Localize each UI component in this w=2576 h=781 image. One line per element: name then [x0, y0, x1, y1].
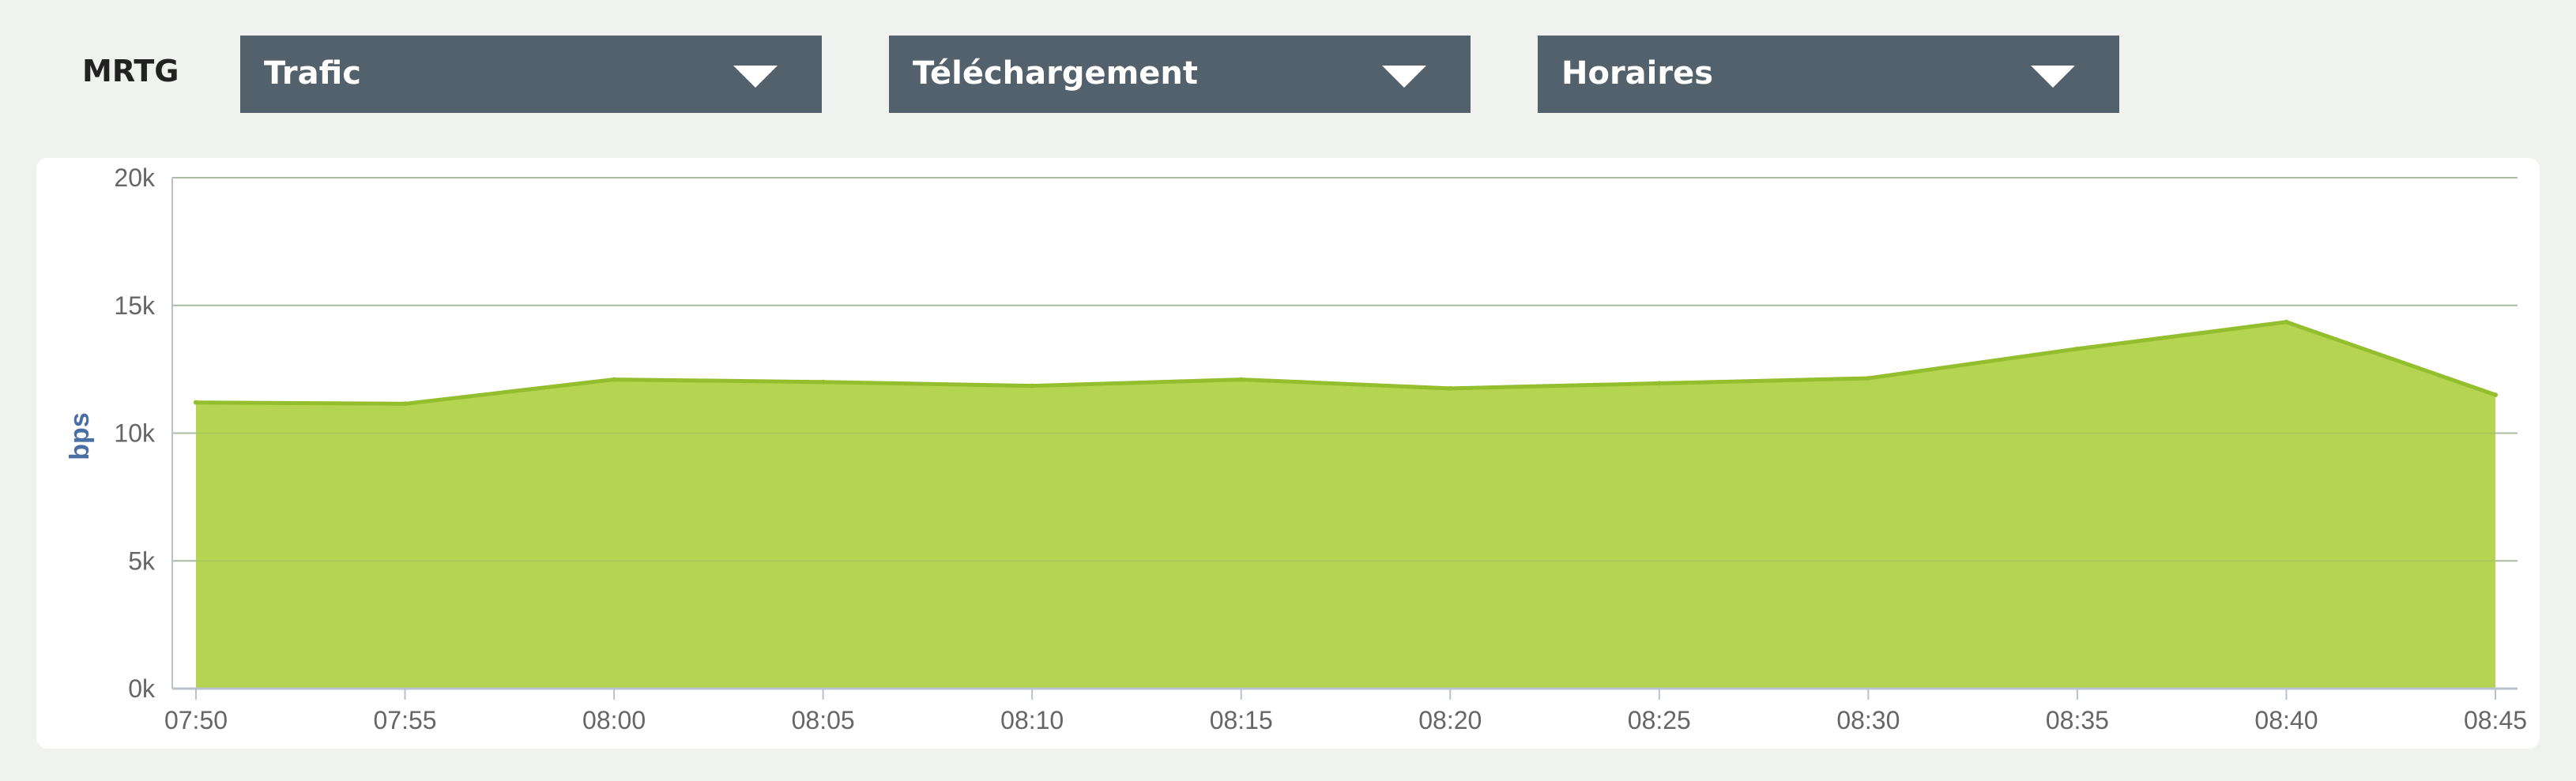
data-point: [820, 379, 826, 385]
data-point: [402, 401, 408, 407]
data-point: [1030, 383, 1035, 389]
x-tick-label: 08:40: [2254, 706, 2318, 734]
data-point: [1866, 375, 1871, 381]
y-tick-label: 10k: [114, 419, 156, 448]
traffic-chart: 0k 5k 10k 15k 20k 07:50 07:55 08:00 08:05 08:10 08…: [65, 163, 2527, 734]
data-point: [194, 400, 198, 405]
chevron-down-icon: [1382, 66, 1426, 88]
direction-dropdown[interactable]: Téléchargement: [889, 36, 1471, 113]
y-tick-label: 15k: [114, 291, 156, 320]
period-dropdown-label: Horaires: [1561, 55, 1714, 92]
x-tick-label: 08:25: [1628, 706, 1691, 734]
series-line: [195, 320, 2496, 406]
x-tick-label: 08:05: [792, 706, 855, 734]
x-tick-label: 08:45: [2464, 706, 2527, 734]
period-dropdown[interactable]: Horaires: [1538, 36, 2119, 113]
data-point: [2493, 392, 2498, 397]
data-point: [2284, 319, 2289, 325]
x-tick-label: 08:00: [582, 706, 646, 734]
x-tick-label: 08:20: [1418, 706, 1482, 734]
app-title: MRTG: [82, 54, 179, 88]
x-tick-label: 07:50: [164, 706, 228, 734]
direction-dropdown-label: Téléchargement: [913, 55, 1199, 92]
series-area: [196, 321, 2495, 689]
chevron-down-icon: [733, 66, 778, 88]
data-point: [1238, 377, 1244, 382]
metric-dropdown[interactable]: Trafic: [240, 36, 822, 113]
data-point: [2074, 346, 2080, 351]
toolbar: MRTG Trafic Téléchargement Horaires: [0, 0, 2576, 150]
y-tick-label: 20k: [114, 163, 156, 192]
chevron-down-icon: [2031, 66, 2075, 88]
metric-dropdown-label: Trafic: [264, 55, 361, 92]
y-tick-label: 0k: [128, 674, 156, 703]
x-tick-label: 08:35: [2046, 706, 2109, 734]
x-tick-label: 07:55: [374, 706, 437, 734]
data-point: [1448, 385, 1453, 391]
data-point: [1656, 381, 1662, 386]
data-point: [612, 377, 617, 382]
chart-panel: 0k 5k 10k 15k 20k 07:50 07:55 08:00 08:05 08:10 08…: [36, 158, 2540, 749]
y-axis-label: bps: [65, 412, 95, 460]
x-tick-label: 08:10: [1000, 706, 1064, 734]
x-tick-label: 08:30: [1836, 706, 1900, 734]
x-tick-label: 08:15: [1210, 706, 1273, 734]
y-tick-label: 5k: [128, 546, 156, 575]
